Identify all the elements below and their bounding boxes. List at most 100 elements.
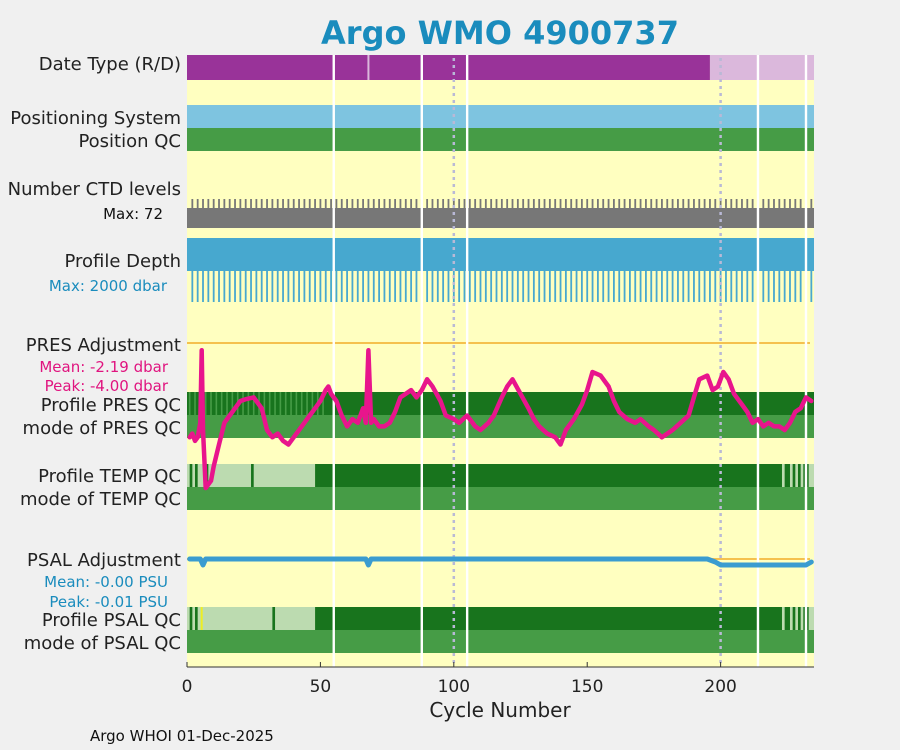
profile-depth-bar (810, 271, 813, 302)
date-type-realtime (187, 55, 710, 80)
profile-depth-bar (404, 271, 407, 302)
profile-depth-bar (271, 271, 274, 302)
profile-psal-qc-light-slice (808, 607, 814, 630)
profile-depth-bar (511, 271, 514, 302)
ctd-levels-bar (490, 199, 493, 208)
profile-depth-bar (532, 271, 535, 302)
profile-depth-bar (799, 271, 802, 302)
ctd-levels-bar (666, 199, 669, 208)
profile-depth-bar (239, 271, 242, 302)
row-sublabels: Max: 72 Max: 2000 dbar Mean: -2.19 dbar … (39, 205, 169, 611)
profile-depth-bar (762, 271, 765, 302)
ctd-levels-bar (564, 199, 567, 208)
profile-depth-bar (410, 271, 413, 302)
ctd-levels-bar (554, 199, 557, 208)
ctd-levels-bar (346, 199, 348, 208)
ctd-levels-bar (330, 199, 332, 208)
profile-depth-bar (292, 271, 295, 302)
profile-depth-bar (629, 271, 631, 302)
profile-depth-bar (260, 271, 263, 302)
profile-depth-bar (783, 271, 786, 302)
ctd-levels-bar (463, 199, 466, 208)
profile-pres-qc-stripe (268, 392, 271, 415)
ctd-levels-bar (607, 199, 610, 208)
ctd-levels-bar (677, 199, 679, 208)
date-type-delayed (709, 55, 814, 80)
ctd-levels-bar (671, 199, 674, 208)
profile-depth-bar (324, 271, 327, 302)
ctd-levels-bar (741, 199, 743, 208)
missing-cycle-gap (756, 55, 760, 667)
profile-pres-qc-stripe (306, 392, 308, 415)
profile-depth-bar (580, 271, 583, 302)
profile-depth-bar (586, 271, 589, 302)
profile-depth-bar (367, 271, 370, 302)
footer-credit: Argo WHOI 01-Dec-2025 (90, 727, 274, 745)
ctd-levels-bar (223, 199, 226, 208)
profile-pres-qc-stripe (274, 392, 276, 415)
profile-depth-bar (591, 271, 594, 302)
ctd-levels-bar (479, 199, 482, 208)
profile-depth-bar (495, 271, 498, 302)
ctd-levels-bar (287, 199, 290, 208)
ctd-levels-bar (687, 199, 690, 208)
profile-depth-bar (362, 271, 364, 302)
profile-temp-qc-light-slice (781, 464, 785, 487)
ctd-levels-bar (548, 199, 551, 208)
ctd-levels-bar (634, 199, 637, 208)
ctd-levels-bar (559, 199, 562, 208)
profile-depth-bar (431, 271, 434, 302)
profile-psal-qc-light-slice (781, 607, 785, 630)
profile-depth-bar (330, 271, 332, 302)
profile-psal-qc-light (187, 607, 316, 630)
profile-depth-bar (618, 271, 621, 302)
profile-pres-qc-stripe (300, 392, 303, 415)
ctd-levels-bar (575, 199, 578, 208)
profile-depth-bar (314, 271, 316, 302)
psal-adjustment-line (187, 556, 814, 568)
profile-temp-qc-dark (315, 464, 814, 487)
x-axis-label: Cycle Number (429, 698, 571, 722)
profile-depth-bar (463, 271, 466, 302)
profile-temp-qc-light-slice (789, 464, 793, 487)
label-positioning-system: Positioning System (10, 108, 181, 129)
ctd-levels-bar (244, 199, 247, 208)
profile-pres-qc-stripe (295, 392, 298, 415)
profile-depth-bar (527, 271, 530, 302)
label-profile-psal-qc: Profile PSAL QC (42, 610, 181, 631)
profile-depth-bar (751, 271, 754, 302)
profile-depth-bar (703, 271, 706, 302)
profile-depth-bar (388, 271, 391, 302)
profile-depth-bar (282, 271, 284, 302)
ctd-levels-bar (580, 199, 583, 208)
ctd-levels-bar (415, 199, 418, 208)
ctd-levels-bar (431, 199, 434, 208)
profile-pres-qc-stripe (220, 392, 223, 415)
ctd-levels-bar (234, 199, 236, 208)
profile-psal-qc-dark-slice (195, 607, 198, 630)
profile-pres-qc-stripe (290, 392, 292, 415)
profile-pres-qc-stripe (194, 392, 196, 415)
profile-depth-bar (725, 271, 727, 302)
axes-background (187, 55, 814, 667)
ctd-levels-bar (250, 199, 252, 208)
ctd-levels-bar (266, 199, 268, 208)
ctd-levels-bar (570, 199, 573, 208)
profile-depth-bar (730, 271, 733, 302)
ctd-levels-bar (527, 199, 530, 208)
label-mode-pres-qc: mode of PRES QC (23, 418, 181, 439)
profile-psal-qc-light-slice (789, 607, 793, 630)
mode-psal-qc-band (187, 630, 814, 653)
profile-depth-bar (479, 271, 482, 302)
profile-depth-bar (575, 271, 578, 302)
profile-depth-bar (442, 271, 445, 302)
ctd-levels-bar (319, 199, 322, 208)
profile-pres-qc-stripe (247, 392, 250, 415)
profile-depth-bar (378, 271, 381, 302)
profile-depth-bar (543, 271, 546, 302)
ctd-levels-bar (458, 199, 461, 208)
ctd-levels-bar (212, 199, 215, 208)
ctd-levels-bar (362, 199, 364, 208)
ctd-levels-bar (394, 199, 397, 208)
ctd-levels-bar (308, 199, 311, 208)
